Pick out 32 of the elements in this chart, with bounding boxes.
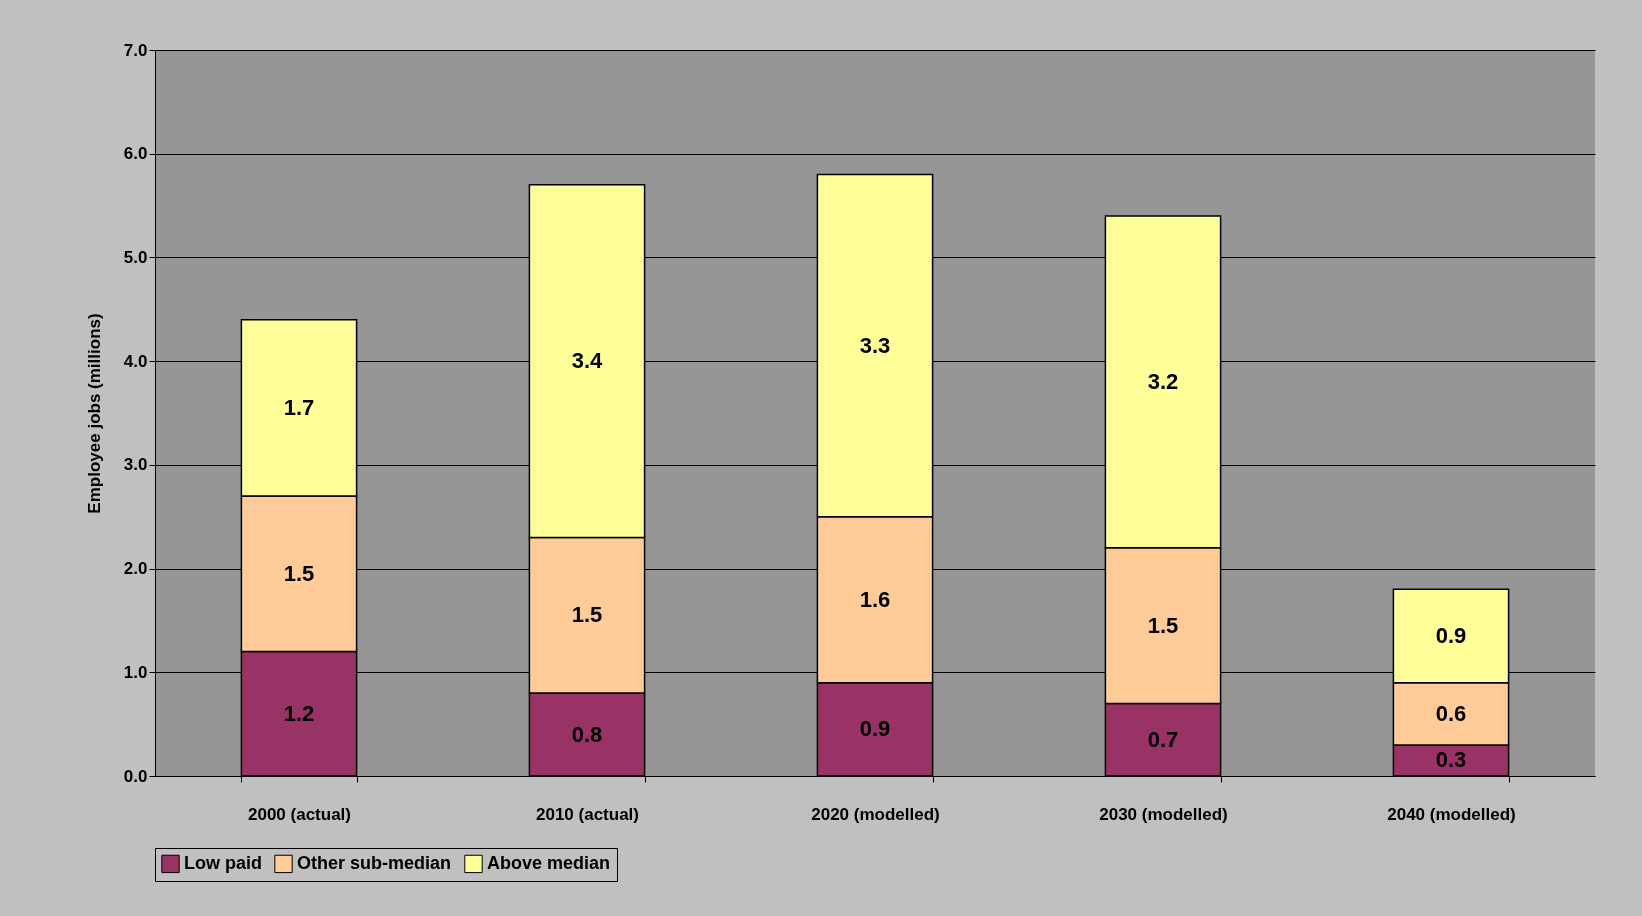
data-label: 0.3 — [1435, 747, 1467, 773]
data-label: 0.7 — [1147, 726, 1179, 752]
data-label: 1.6 — [859, 586, 891, 612]
x-tick-label: 2010 (actual) — [536, 804, 639, 824]
y-tick-label: 1.0 — [123, 662, 148, 682]
data-label: 1.7 — [283, 394, 315, 420]
data-label: 1.5 — [571, 602, 603, 628]
legend-label: Above median — [487, 852, 611, 873]
y-tick-label: 3.0 — [123, 455, 148, 475]
data-label: 1.5 — [1147, 612, 1179, 638]
x-tick-label: 2030 (modelled) — [1099, 804, 1228, 824]
data-label: 0.6 — [1435, 700, 1467, 726]
y-tick-label: 6.0 — [123, 144, 148, 164]
y-tick-label: 7.0 — [123, 40, 148, 60]
y-tick-label: 5.0 — [123, 247, 148, 267]
x-tick-label: 2000 (actual) — [248, 804, 351, 824]
data-label: 1.2 — [283, 700, 315, 726]
legend-label: Low paid — [184, 852, 262, 873]
data-label: 0.8 — [571, 721, 603, 747]
data-label: 0.9 — [1435, 622, 1467, 648]
y-axis-title: Employee jobs (millions) — [84, 313, 104, 514]
data-label: 3.2 — [1147, 368, 1179, 394]
x-tick-label: 2040 (modelled) — [1387, 804, 1516, 824]
y-tick-label: 2.0 — [123, 559, 148, 579]
x-tick-label: 2020 (modelled) — [811, 804, 940, 824]
y-tick-label: 0.0 — [123, 766, 148, 786]
data-label: 3.3 — [859, 332, 891, 358]
y-tick-label: 4.0 — [123, 351, 148, 371]
data-label: 0.9 — [859, 716, 891, 742]
data-label: 3.4 — [571, 348, 604, 374]
legend-label: Other sub-median — [297, 852, 452, 873]
data-label: 1.5 — [283, 560, 315, 586]
